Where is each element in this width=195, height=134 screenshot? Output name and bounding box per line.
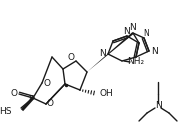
Text: OH: OH: [100, 88, 114, 98]
Text: O: O: [67, 53, 74, 62]
Text: O: O: [46, 98, 53, 107]
Text: N: N: [130, 23, 136, 33]
Text: N: N: [143, 29, 149, 38]
Text: O: O: [11, 90, 18, 98]
Text: P: P: [28, 94, 34, 103]
Text: HS: HS: [0, 107, 12, 116]
Text: O: O: [43, 79, 51, 88]
Text: N: N: [100, 49, 106, 59]
Text: N: N: [151, 47, 157, 57]
Text: N: N: [124, 27, 130, 36]
Text: N: N: [155, 101, 161, 111]
Text: NH₂: NH₂: [128, 57, 144, 66]
Polygon shape: [87, 32, 134, 72]
